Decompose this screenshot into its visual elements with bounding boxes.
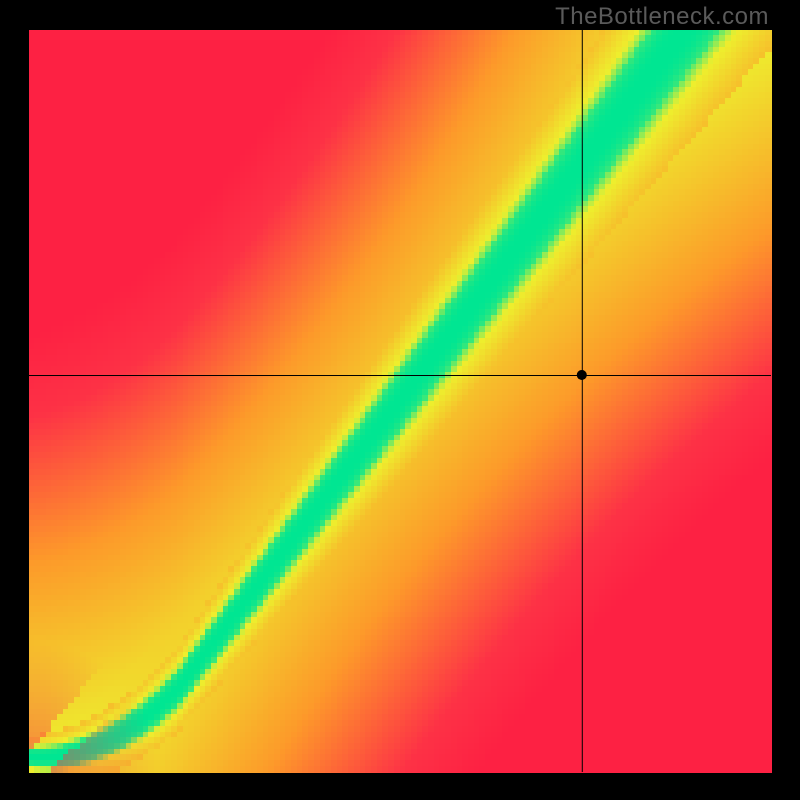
bottleneck-heatmap: [0, 0, 800, 800]
chart-container: TheBottleneck.com: [0, 0, 800, 800]
watermark-text: TheBottleneck.com: [555, 3, 769, 31]
